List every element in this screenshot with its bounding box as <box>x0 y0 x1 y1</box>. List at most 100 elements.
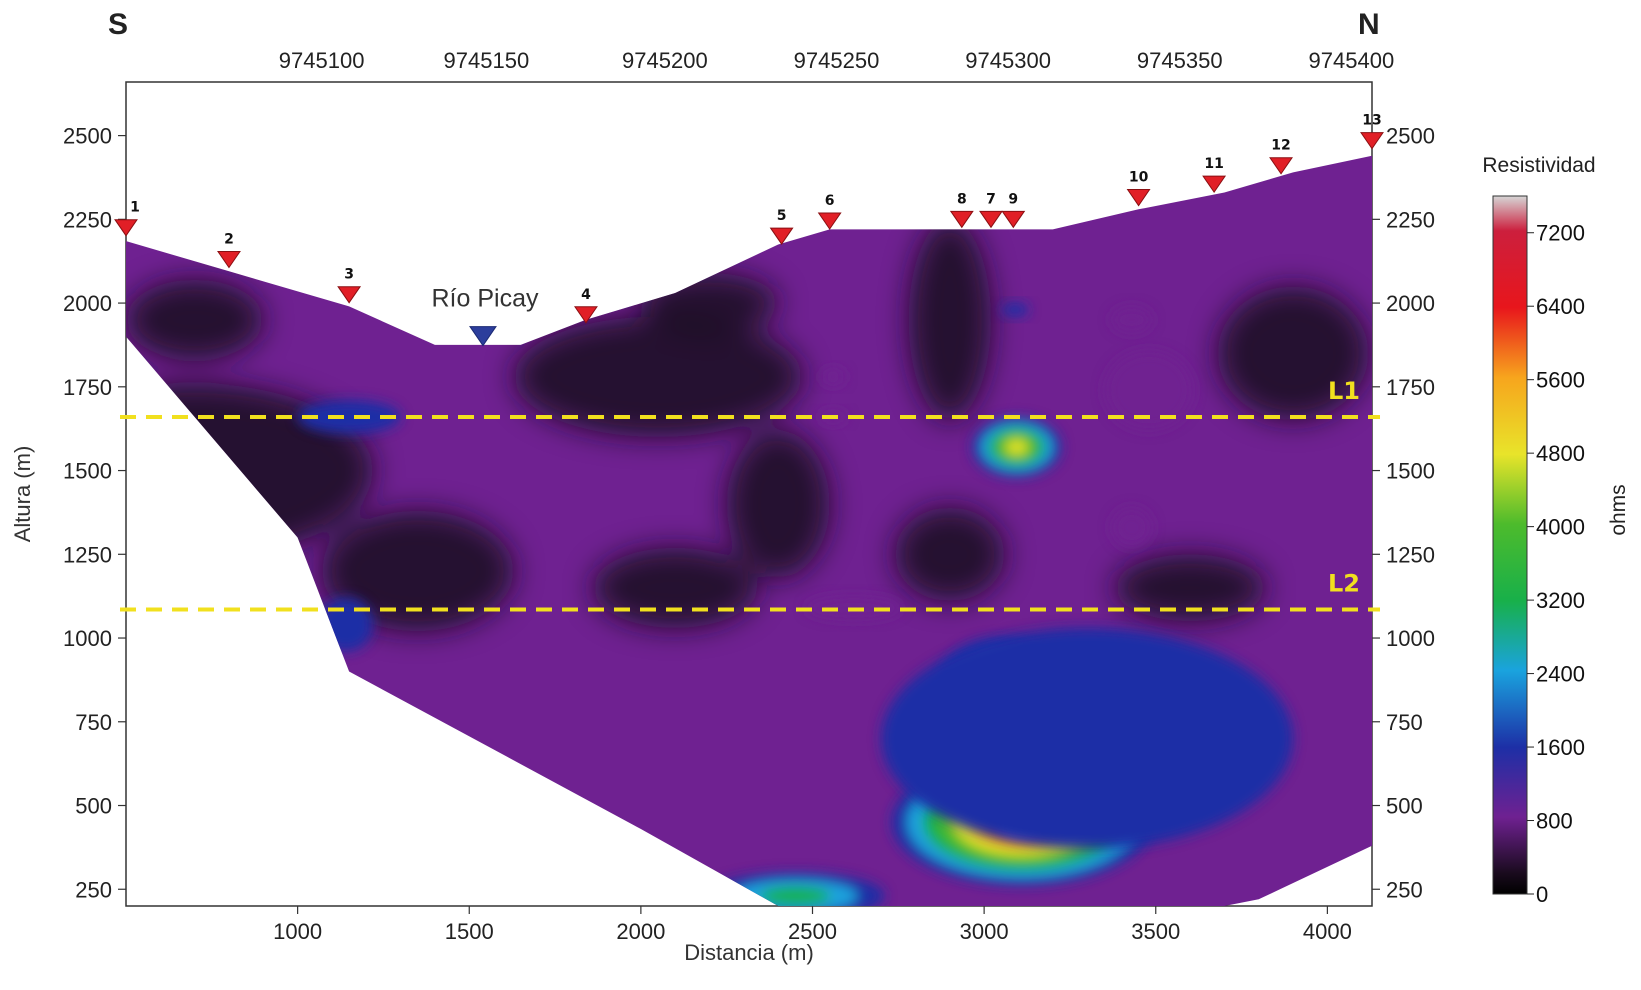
resistivity-anomalies <box>297 303 1294 906</box>
anomaly-ring <box>1005 439 1028 455</box>
anomaly-ring <box>881 628 1294 850</box>
anomaly <box>297 400 401 434</box>
colorbar-tick-label: 0 <box>1536 882 1548 907</box>
x-axis-ticks: 1000 1500 2000 2500 3000 3500 4000 <box>273 906 1352 944</box>
y-tick-label-right: 1000 <box>1386 626 1435 651</box>
x-axis-title: Distancia (m) <box>684 940 814 965</box>
y-tick-label-right: 750 <box>1386 710 1423 735</box>
river-triangle-icon <box>469 326 497 347</box>
station-label: 8 <box>957 191 967 207</box>
station-marker-icon <box>1269 157 1293 175</box>
colorbar: Resistividad 0 800 1600 2400 3200 4000 4800 560… <box>1482 154 1630 907</box>
y-tick-label: 1250 <box>63 542 112 567</box>
anomaly <box>821 368 846 386</box>
dark-zone <box>321 510 514 632</box>
river-label: Río Picay <box>431 285 538 313</box>
top-tick-label: 9745150 <box>444 48 530 73</box>
resistivity-section <box>126 155 1372 906</box>
river-marker: Río Picay <box>431 285 539 347</box>
anomaly <box>1104 349 1194 431</box>
anomaly <box>972 417 1062 478</box>
direction-north-label: N <box>1358 8 1380 41</box>
top-axis-ticks: 9745100 9745150 9745200 9745250 9745300 97453… <box>279 48 1394 73</box>
anomaly <box>706 872 885 906</box>
colorbar-tick-label: 6400 <box>1536 294 1585 319</box>
x-tick-label: 3500 <box>1131 919 1180 944</box>
top-tick-label: 9745300 <box>965 48 1051 73</box>
anomaly <box>318 597 374 652</box>
y-tick-label-right: 1250 <box>1386 542 1435 567</box>
y-tick-label-right: 2250 <box>1386 207 1435 232</box>
level-lines: L1 L2 <box>120 377 1380 612</box>
top-tick-label: 9745250 <box>794 48 880 73</box>
colorbar-tick-label: 5600 <box>1536 368 1585 393</box>
y-tick-label-right: 250 <box>1386 877 1423 902</box>
dark-zone <box>513 316 803 438</box>
anomaly-ring <box>318 597 374 652</box>
dark-zone <box>1114 554 1266 622</box>
y-tick-label: 750 <box>75 710 112 735</box>
y-axis-title: Altura (m) <box>10 446 35 543</box>
dark-zone <box>726 430 830 578</box>
top-tick-label: 9745350 <box>1137 48 1223 73</box>
anomaly-ring <box>760 886 831 906</box>
anomaly <box>1111 507 1153 548</box>
dark-zone <box>592 547 758 628</box>
colorbar-tick-label: 3200 <box>1536 588 1585 613</box>
x-tick-label: 1500 <box>445 919 494 944</box>
level-label: L1 <box>1328 377 1360 405</box>
anomaly <box>1111 306 1153 334</box>
station-label: 5 <box>777 208 787 224</box>
x-tick-label: 3000 <box>960 919 1009 944</box>
x-tick-label: 2000 <box>616 919 665 944</box>
colorbar-ticks: 0 800 1600 2400 3200 4000 4800 5600 6400 7200 <box>1527 221 1585 907</box>
station-label: 9 <box>1008 191 1018 207</box>
y-axis-right-ticks: 250 500 750 1000 1250 1500 1750 2000 2250 2500 <box>1372 124 1435 902</box>
top-tick-label: 9745400 <box>1309 48 1395 73</box>
dark-zone <box>908 219 991 421</box>
y-tick-label: 2250 <box>63 207 112 232</box>
colorbar-tick-label: 2400 <box>1536 662 1585 687</box>
y-tick-label-right: 1750 <box>1386 375 1435 400</box>
dark-zone <box>1217 286 1369 421</box>
y-tick-label: 2000 <box>63 291 112 316</box>
y-tick-label-right: 1500 <box>1386 459 1435 484</box>
x-tick-label: 1000 <box>273 919 322 944</box>
y-tick-label: 1500 <box>63 459 112 484</box>
station-marker-icon <box>217 251 241 269</box>
station-marker-icon <box>949 210 974 229</box>
anomaly-ring <box>1111 507 1153 548</box>
colorbar-tick-label: 800 <box>1536 809 1573 834</box>
anomaly <box>1001 303 1029 317</box>
station-label: 1 <box>130 200 140 216</box>
station-marker-icon <box>1126 189 1151 207</box>
dark-zone <box>640 272 779 334</box>
anomaly <box>881 628 1294 850</box>
station-label: 2 <box>224 232 234 248</box>
station-marker-icon <box>769 227 794 245</box>
station-label: 7 <box>986 191 996 207</box>
station-marker-icon <box>1001 210 1026 229</box>
anomaly-ring <box>1104 349 1194 431</box>
y-tick-label-right: 2000 <box>1386 291 1435 316</box>
y-tick-label-right: 2500 <box>1386 124 1435 149</box>
station-marker-icon <box>1360 132 1384 150</box>
station-label: 6 <box>825 193 835 209</box>
station-label: 10 <box>1129 170 1149 186</box>
station-marker-icon <box>817 212 842 230</box>
station-label: 4 <box>581 287 591 303</box>
y-tick-label: 1750 <box>63 375 112 400</box>
colorbar-tick-label: 4000 <box>1536 515 1585 540</box>
colorbar-tick-label: 1600 <box>1536 735 1585 760</box>
level-label: L2 <box>1328 570 1360 598</box>
station-label: 12 <box>1271 138 1290 154</box>
dark-zone <box>894 507 1005 602</box>
station-label: 11 <box>1204 156 1223 172</box>
y-tick-label: 1000 <box>63 626 112 651</box>
station-marker-icon <box>114 219 138 237</box>
x-tick-label: 4000 <box>1303 919 1352 944</box>
colorbar-title: Resistividad <box>1482 154 1595 177</box>
anomaly-ring <box>821 368 846 386</box>
y-tick-label: 250 <box>75 877 112 902</box>
